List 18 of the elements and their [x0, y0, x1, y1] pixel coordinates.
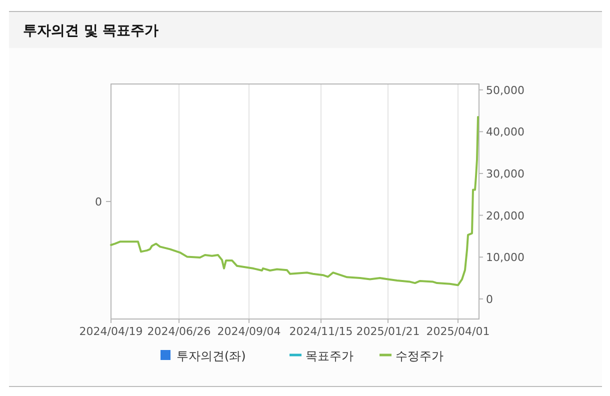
x-tick-label: 2024/06/26 [147, 325, 211, 338]
y2-tick-label: 30,000 [486, 167, 524, 180]
y2-tick-label: 50,000 [486, 84, 524, 97]
x-tick-label: 2024/09/04 [217, 325, 281, 338]
y2-tick-label: 10,000 [486, 251, 524, 264]
x-tick-label: 2025/01/21 [356, 325, 420, 338]
legend-label: 투자의견(좌) [176, 349, 246, 363]
x-tick-label: 2024/04/19 [79, 325, 143, 338]
text: 0 [95, 196, 102, 208]
legend-label: 목표주가 [306, 349, 354, 363]
legend-label: 수정주가 [396, 349, 444, 363]
x-tick-label: 2024/11/15 [289, 325, 353, 338]
y2-tick-label: 40,000 [486, 126, 524, 139]
chart-title: 투자의견 및 목표주가 [23, 23, 159, 39]
line-series [110, 116, 479, 286]
y2-tick-label: 0 [486, 292, 493, 306]
y2-tick-label: 20,000 [486, 209, 524, 222]
x-tick-label: 2025/04/01 [426, 325, 490, 338]
